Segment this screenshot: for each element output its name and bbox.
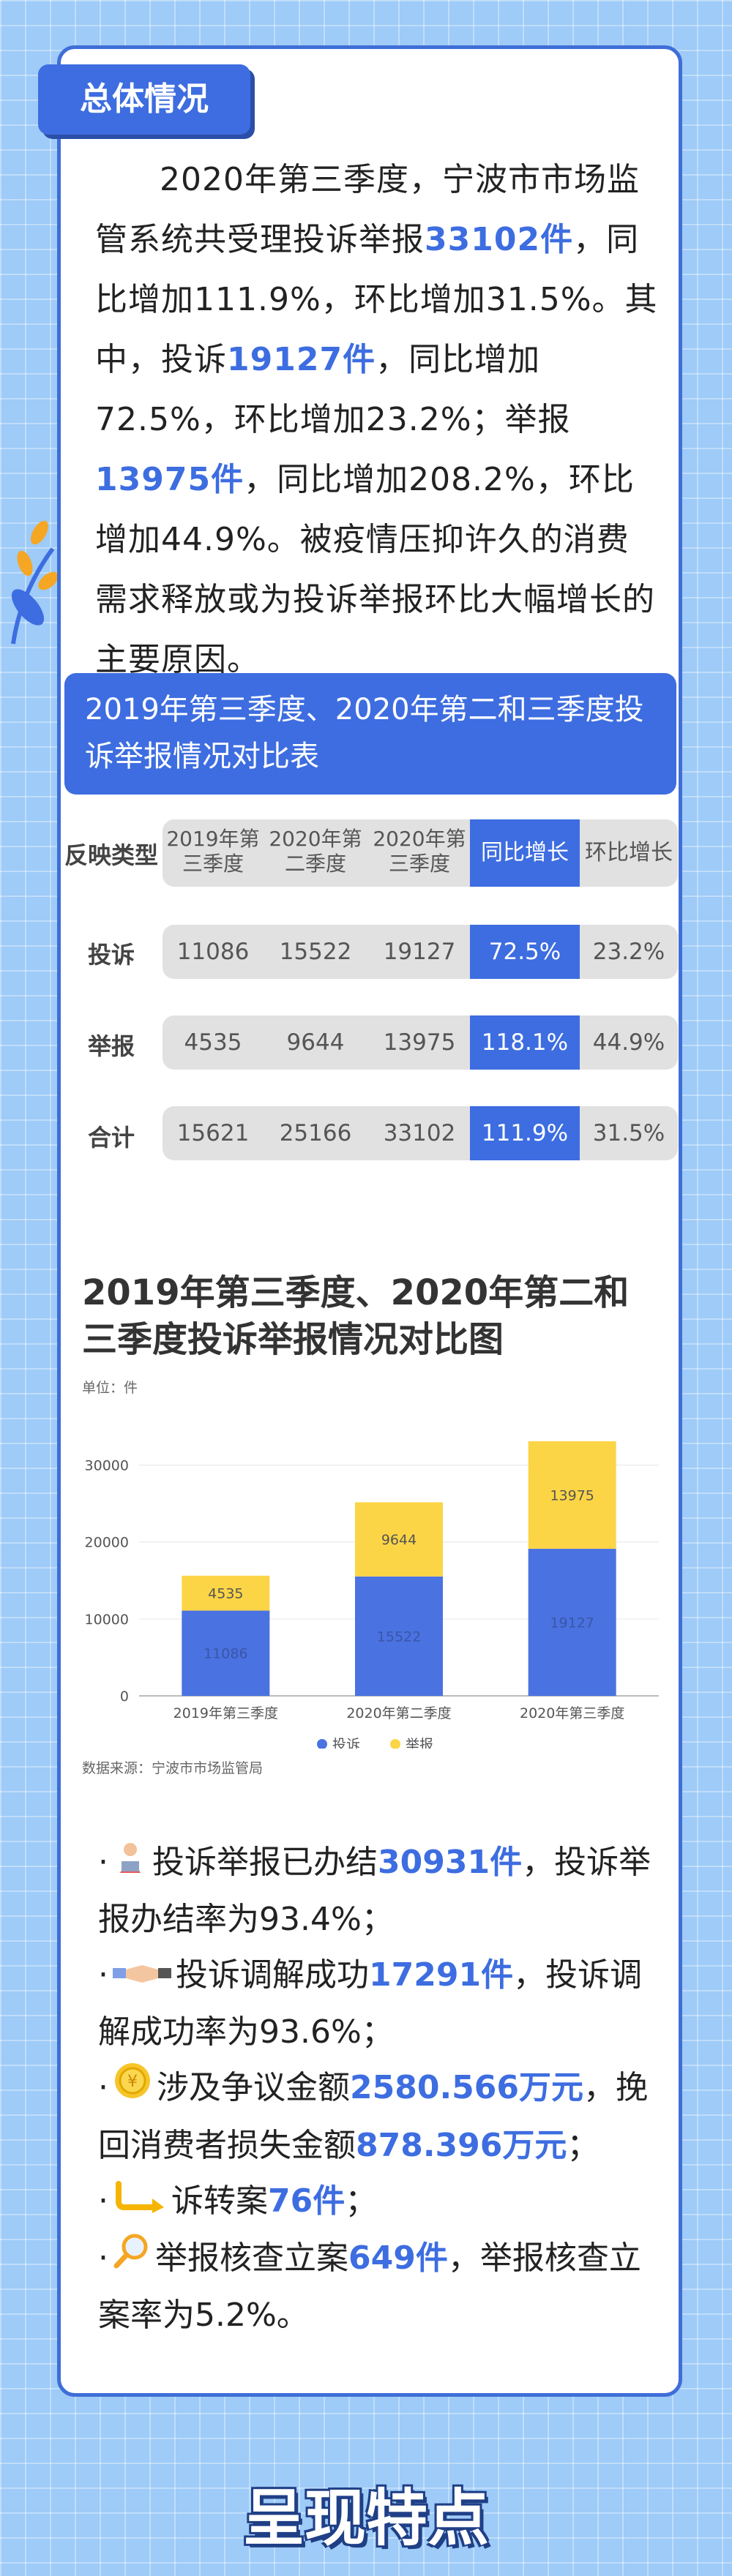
table-cell: 4535 [184, 1029, 242, 1056]
x-tick-label: 2020年第二季度 [346, 1705, 451, 1721]
bullet-text: 举报核查立案 [155, 2239, 348, 2277]
table-row: 4535 9644 13975 118.1% 44.9% [163, 1015, 678, 1070]
bullet-value: 76件 [268, 2182, 346, 2220]
table-cell-yoy: 111.9% [470, 1106, 580, 1160]
bar-complaints [355, 1576, 443, 1696]
turn-arrow-icon [113, 2175, 167, 2231]
bullet-value: 878.396万元 [356, 2127, 567, 2164]
data-label: 13975 [550, 1487, 594, 1503]
table-header-type: 反映类型 [64, 841, 158, 869]
legend-label: 举报 [406, 1737, 433, 1749]
list-item: · 举报核查立案649件，举报核查立案率为5.2%。 [98, 2231, 669, 2343]
table-cell: 31.5% [592, 1120, 665, 1146]
chart-unit-label: 单位：件 [82, 1380, 138, 1396]
list-item: · 投诉调解成功17291件，投诉调解成功率为93.6%； [98, 1948, 669, 2060]
coin-icon: ¥ [113, 2061, 152, 2118]
list-item: · 投诉举报已办结30931件，投诉举报办结率为93.4%； [98, 1835, 669, 1948]
bar-reports [528, 1441, 616, 1549]
bullet-text: 投诉调解成功 [176, 1956, 369, 1994]
data-label: 19127 [550, 1615, 594, 1631]
y-tick-label: 0 [120, 1689, 129, 1705]
table-cell-yoy: 72.5% [470, 925, 580, 979]
table-cell: 23.2% [592, 939, 665, 965]
bullet-value: 649件 [348, 2239, 448, 2277]
stats-list: · 投诉举报已办结30931件，投诉举报办结率为93.4%； · 投诉调解成功172… [98, 1835, 669, 2343]
bullet-text: ，举报核查立案率为5.2%。 [98, 2239, 641, 2334]
bullet-text: ，挽回消费者损失金额 [98, 2069, 649, 2164]
data-label: 9644 [381, 1532, 417, 1548]
data-label: 15522 [377, 1629, 421, 1645]
bullet-value: 30931件 [378, 1844, 523, 1881]
bullet-text: ，投诉举报办结率为93.4%； [98, 1844, 651, 1938]
bullet-text: 投诉举报已办结 [152, 1844, 378, 1881]
content-card [57, 45, 682, 2397]
x-tick-label: 2019年第三季度 [173, 1705, 278, 1721]
table-row: 11086 15522 19127 72.5% 23.2% [163, 925, 678, 979]
section-tag: 总体情况 [38, 64, 250, 135]
summary-text-3: ，同比增加72.5%，环比增加23.2%；举报 [95, 341, 571, 438]
data-label: 11086 [203, 1646, 247, 1662]
summary-paragraph: 2020年第三季度，宁波市市场监管系统共受理投诉举报33102件，同比增加111… [95, 150, 659, 690]
bullet-text: ，投诉调解成功率为93.6%； [98, 1956, 643, 2051]
chart-title: 2019年第三季度、2020年第二和三季度投诉举报情况对比图 [82, 1272, 630, 1360]
bullet-text: 诉转案 [171, 2182, 268, 2220]
leaf-decoration-icon [6, 505, 59, 654]
table-cell: 15621 [176, 1120, 250, 1146]
table-header-2019q3: 2019年第三季度 [166, 827, 260, 876]
bar-reports [182, 1575, 270, 1611]
table-cell: 13975 [383, 1029, 456, 1056]
table-header-2020q2: 2020年第二季度 [269, 827, 362, 876]
support-agent-icon [113, 1836, 148, 1892]
table-header-bar: 2019年第三季度 2020年第二季度 2020年第三季度 同比增长 环比增长 [163, 819, 678, 887]
table-cell: 15522 [279, 939, 352, 965]
table-cell: 11086 [176, 939, 250, 965]
y-tick-label: 30000 [85, 1458, 129, 1474]
legend-marker [390, 1739, 400, 1749]
summary-text-4: ，同比增加208.2%，环比增加44.9%。被疫情压抑许久的消费需求释放或为投诉… [95, 461, 655, 678]
table-cell: 19127 [383, 939, 456, 965]
table-row-type: 合计 [87, 1124, 135, 1152]
list-item: · 诉转案76件； [98, 2174, 669, 2231]
table-cell: 25166 [279, 1120, 352, 1146]
bullet-text: ； [345, 2182, 378, 2220]
table-cell: 9644 [286, 1029, 345, 1056]
bullet-value: 17291件 [369, 1956, 514, 1994]
bar-complaints [182, 1610, 270, 1696]
table-row-type: 举报 [87, 1032, 135, 1060]
bullet-text: ； [567, 2127, 600, 2164]
summary-text-2: ，同比增加111.9%，环比增加31.5%。其中，投诉 [95, 221, 658, 378]
table-cell: 44.9% [592, 1029, 665, 1056]
table-header-yoy: 同比增长 [470, 819, 580, 887]
summary-text-1: 2020年第三季度，宁波市市场监管系统共受理投诉举报 [95, 161, 640, 258]
table-header-2020q3: 2020年第三季度 [373, 827, 466, 876]
data-label: 4535 [208, 1586, 243, 1602]
summary-complaints: 19127件 [227, 341, 376, 378]
magnifier-icon [113, 2232, 151, 2288]
list-item: · ¥ 涉及争议金额2580.566万元，挽回消费者损失金额878.396万元； [98, 2060, 669, 2174]
table-title: 2019年第三季度、2020年第二和三季度投诉举报情况对比表 [64, 673, 676, 795]
table-header-qoq: 环比增长 [585, 840, 673, 865]
x-tick-label: 2020年第三季度 [520, 1705, 624, 1721]
svg-text:¥: ¥ [127, 2073, 138, 2091]
bullet-value: 2580.566万元 [350, 2069, 584, 2106]
table-cell: 33102 [383, 1120, 456, 1146]
table-cell-yoy: 118.1% [470, 1015, 580, 1070]
y-tick-label: 20000 [85, 1535, 129, 1551]
handshake-icon [113, 1949, 171, 2005]
bar-complaints [528, 1548, 616, 1696]
bar-reports [355, 1502, 443, 1577]
comparison-table: 反映类型 2019年第三季度 2020年第二季度 2020年第三季度 同比增长 … [60, 819, 678, 1185]
legend-label: 投诉 [332, 1737, 360, 1749]
chart-source: 数据来源：宁波市市场监管局 [82, 1760, 264, 1776]
bullet-text: 涉及争议金额 [157, 2069, 350, 2106]
legend-marker [317, 1739, 327, 1749]
table-row: 15621 25166 33102 111.9% 31.5% [163, 1106, 678, 1160]
stacked-bar-chart: 0 10000 20000 30000 11086 4535 2019年第三季度 15522 9… [85, 1441, 659, 1749]
y-tick-label: 10000 [85, 1612, 129, 1628]
table-row-type: 投诉 [87, 941, 135, 969]
summary-reports: 13975件 [95, 461, 244, 498]
footer-section-title: 呈现特点 [242, 2482, 489, 2554]
summary-total: 33102件 [425, 221, 574, 258]
